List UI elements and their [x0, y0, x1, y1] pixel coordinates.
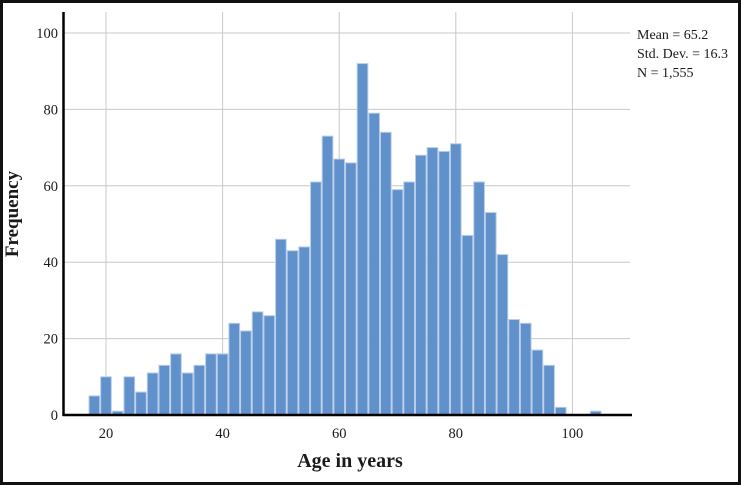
axes: [62, 12, 632, 417]
y-tick-label: 80: [44, 102, 59, 118]
histogram-bar: [426, 147, 439, 416]
histogram-bar: [100, 376, 112, 416]
stats-std-dev: Std. Dev. = 16.3: [637, 47, 728, 62]
histogram-bar: [356, 63, 369, 416]
histogram-bar: [414, 154, 427, 416]
histogram-bar: [519, 322, 532, 416]
histogram-bar: [484, 212, 497, 416]
y-axis-title: Frequency: [3, 170, 23, 257]
histogram-bars: [88, 63, 602, 416]
histogram-bar: [461, 234, 474, 416]
stats-n: N = 1,555: [637, 66, 694, 81]
histogram-bar: [193, 364, 206, 416]
histogram-bar: [368, 112, 381, 416]
y-tick-label: 100: [36, 26, 58, 42]
x-tick-label: 100: [562, 426, 584, 442]
y-tick-label: 40: [44, 255, 59, 271]
x-tick-label: 80: [449, 426, 464, 442]
histogram-bar: [123, 376, 136, 416]
histogram-bar: [216, 353, 229, 416]
histogram-bar: [263, 315, 276, 416]
histogram-bar: [251, 311, 264, 416]
histogram-bar: [321, 135, 334, 416]
histogram-bar: [158, 364, 171, 416]
x-tick-label: 40: [215, 426, 230, 442]
histogram-bar: [146, 372, 159, 416]
histogram-bar: [543, 364, 555, 416]
histogram-bar: [345, 162, 357, 416]
x-tick-label: 20: [99, 426, 114, 442]
histogram-bar: [88, 395, 101, 416]
chart-canvas: 0 20 40 60 80 100 20 40 60 80 100 Frequency Age in…: [3, 12, 728, 472]
y-tick-label: 0: [51, 408, 58, 424]
histogram-bar: [391, 189, 404, 416]
histogram-bar: [473, 181, 485, 416]
histogram-bar: [403, 181, 415, 416]
histogram-bar: [508, 319, 520, 416]
histogram-bar: [496, 254, 509, 416]
histogram-bar: [333, 158, 346, 416]
y-tick-label: 20: [44, 332, 59, 348]
histogram-bar: [310, 181, 322, 416]
stats-annotation: Mean = 65.2 Std. Dev. = 16.3 N = 1,555: [637, 28, 728, 81]
histogram-bar: [240, 330, 252, 416]
stats-mean: Mean = 65.2: [637, 28, 708, 43]
histogram-bar: [380, 131, 392, 416]
histogram-bar: [298, 246, 311, 416]
tick-labels: 0 20 40 60 80 100 20 40 60 80 100: [36, 26, 583, 442]
histogram-bar: [275, 238, 287, 416]
x-tick-label: 60: [332, 426, 347, 442]
histogram-bar: [438, 150, 450, 416]
histogram-bar: [286, 250, 299, 416]
histogram-bar: [531, 349, 544, 416]
y-tick-label: 60: [44, 179, 59, 195]
histogram-bar: [170, 353, 182, 416]
x-axis-title: Age in years: [297, 450, 403, 472]
histogram-bar: [135, 391, 147, 416]
histogram-bar: [205, 353, 217, 416]
histogram-bar: [449, 143, 462, 416]
histogram-bar: [181, 372, 194, 416]
histogram-bar: [228, 322, 241, 416]
